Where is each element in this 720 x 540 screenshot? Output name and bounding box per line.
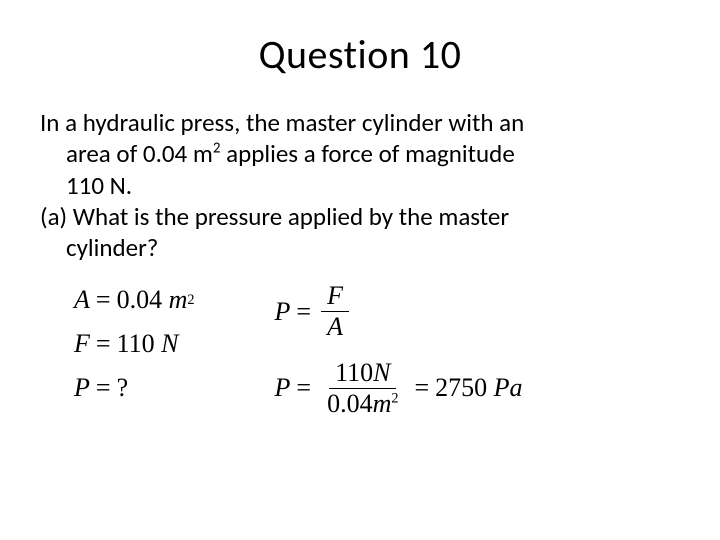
eq-pressure-unknown: P = ? [74, 373, 195, 403]
calc-num-unit: N [373, 358, 390, 387]
part-a-line2: cylinder? [66, 232, 158, 263]
pressure-unknown: ? [117, 373, 129, 403]
calc-fraction: 110N 0.04m2 [321, 358, 404, 419]
problem-text: In a hydraulic press, the master cylinde… [40, 107, 680, 263]
part-a-line1: (a) What is the pressure applied by the … [40, 201, 509, 232]
calc-lhs: P [275, 373, 291, 403]
problem-line1: In a hydraulic press, the master cylinde… [40, 107, 524, 138]
slide-title: Question 10 [40, 30, 680, 79]
area-value: 0.04 [117, 285, 163, 315]
eq-area: A = 0.04 m2 [74, 285, 195, 315]
formula-fraction: F A [321, 281, 349, 342]
equations-block: A = 0.04 m2 F = 110 N P = ? P = F A [40, 281, 680, 419]
calc-den-sup: 2 [391, 390, 398, 406]
equals-sign: = [96, 329, 111, 359]
area-unit: m [169, 285, 188, 315]
equals-sign: = [96, 373, 111, 403]
calc-den: 0.04m2 [321, 389, 404, 419]
result-unit: Pa [494, 373, 523, 403]
equals-sign: = [415, 373, 430, 403]
problem-line3: 110 N. [66, 170, 132, 201]
calc-den-unit: m [373, 389, 392, 418]
problem-line2a: area of 0.04 m [66, 138, 213, 169]
formula-lhs: P [275, 297, 291, 327]
formula-num: F [321, 281, 349, 312]
equals-sign: = [96, 285, 111, 315]
pressure-label: P [74, 373, 90, 403]
given-column: A = 0.04 m2 F = 110 N P = ? [74, 281, 195, 403]
slide-container: Question 10 In a hydraulic press, the ma… [0, 0, 720, 540]
force-label: F [74, 329, 90, 359]
area-label: A [74, 285, 90, 315]
solution-column: P = F A P = 110N 0.04m2 = 2750 Pa [275, 281, 523, 419]
force-unit: N [161, 329, 178, 359]
calc-num: 110N [329, 358, 396, 389]
calc-num-val: 110 [335, 358, 373, 387]
calc-den-val: 0.04 [327, 389, 373, 418]
problem-line2b: applies a force of magnitude [220, 138, 514, 169]
eq-calc: P = 110N 0.04m2 = 2750 Pa [275, 358, 523, 419]
eq-force: F = 110 N [74, 329, 195, 359]
area-unit-sup: 2 [187, 292, 194, 309]
equals-sign: = [296, 297, 311, 327]
formula-den: A [321, 312, 349, 342]
eq-formula: P = F A [275, 281, 523, 342]
result-value: 2750 [435, 373, 487, 403]
equals-sign: = [296, 373, 311, 403]
force-value: 110 [117, 329, 155, 359]
